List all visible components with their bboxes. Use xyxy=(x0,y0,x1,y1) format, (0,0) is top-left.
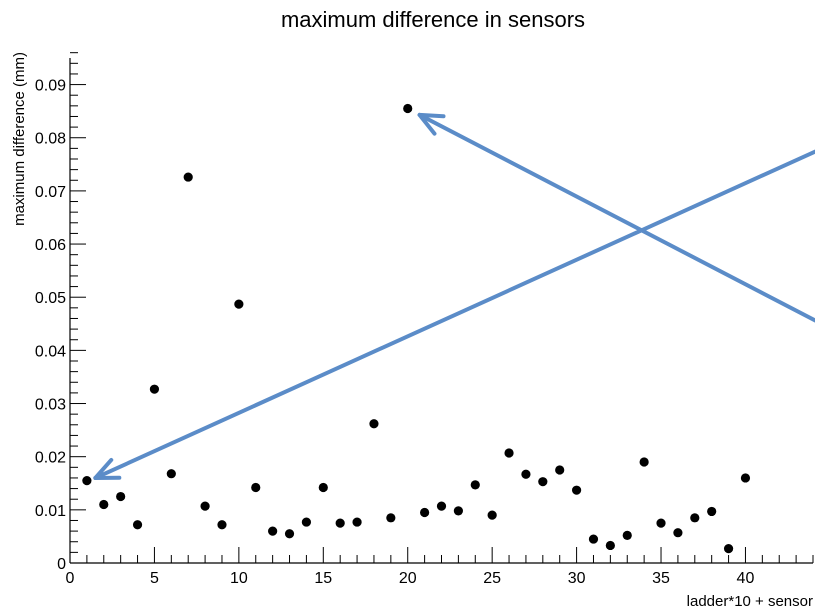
data-point xyxy=(740,473,751,483)
arrow-shaft xyxy=(417,112,815,323)
data-point xyxy=(251,482,261,493)
data-point xyxy=(436,501,447,511)
data-point xyxy=(386,513,396,523)
data-point xyxy=(521,469,531,479)
data-point xyxy=(656,518,666,528)
y-tick-label: 0.01 xyxy=(35,503,66,520)
data-point xyxy=(183,172,193,182)
x-tick-label: 25 xyxy=(483,570,501,587)
data-point xyxy=(268,526,278,536)
data-point xyxy=(234,299,244,309)
data-point xyxy=(82,476,92,486)
data-point xyxy=(639,457,649,467)
data-point xyxy=(420,507,430,518)
data-point xyxy=(673,528,683,538)
data-point xyxy=(149,384,160,394)
x-axis-title: ladder*10 + sensor xyxy=(687,593,813,610)
chart-title: maximum difference in sensors xyxy=(281,7,585,32)
data-point xyxy=(690,513,700,523)
data-point xyxy=(605,540,615,551)
y-tick-label: 0.04 xyxy=(35,343,66,360)
data-point xyxy=(487,510,497,520)
data-point xyxy=(132,520,143,530)
data-point xyxy=(571,485,582,495)
data-point xyxy=(352,517,362,527)
annotation-arrows xyxy=(93,112,815,480)
data-points xyxy=(82,103,751,554)
data-point xyxy=(622,530,632,540)
arrow-head xyxy=(93,457,122,480)
x-tick-label: 5 xyxy=(150,570,159,587)
y-tick-label: 0.05 xyxy=(35,290,66,307)
x-tick-label: 0 xyxy=(66,570,75,587)
data-point xyxy=(217,520,227,530)
y-tick-label: 0.06 xyxy=(35,237,66,254)
arrow-head xyxy=(417,112,446,136)
x-tick-label: 10 xyxy=(230,570,248,587)
data-point xyxy=(470,480,480,490)
axes: 0 5 10 15 20 25 30 35 40 0 0.01 0.02 0.03 0.04 0.05 0.0… xyxy=(35,52,814,587)
data-point xyxy=(318,482,328,493)
data-point xyxy=(588,534,599,544)
y-axis-title: maximum difference (mm) xyxy=(11,52,28,226)
y-tick-label: 0.07 xyxy=(35,184,66,201)
data-point xyxy=(200,501,210,511)
data-point xyxy=(116,491,126,502)
x-tick-label: 35 xyxy=(652,570,670,587)
annotation-arrow xyxy=(417,112,815,323)
data-point xyxy=(555,465,565,475)
y-tick-label: 0.03 xyxy=(35,397,66,414)
x-tick-label: 40 xyxy=(737,570,755,587)
data-point xyxy=(301,517,312,527)
y-tick-label: 0.08 xyxy=(35,131,66,148)
data-point xyxy=(335,518,345,528)
data-point xyxy=(707,506,717,517)
data-point xyxy=(369,419,379,429)
data-point xyxy=(284,529,295,539)
data-point xyxy=(453,506,463,516)
data-point xyxy=(403,103,413,114)
y-tick-label: 0.02 xyxy=(35,450,66,467)
x-tick-label: 30 xyxy=(568,570,586,587)
data-point xyxy=(99,499,109,510)
y-tick-label: 0 xyxy=(57,556,66,573)
data-point xyxy=(723,544,734,554)
x-tick-label: 15 xyxy=(314,570,332,587)
data-point xyxy=(504,448,514,458)
x-tick-label: 20 xyxy=(399,570,417,587)
data-point xyxy=(538,477,548,487)
data-point xyxy=(166,469,176,479)
arrow-shaft xyxy=(93,149,815,480)
y-tick-label: 0.09 xyxy=(35,78,66,95)
annotation-arrow xyxy=(93,149,815,480)
